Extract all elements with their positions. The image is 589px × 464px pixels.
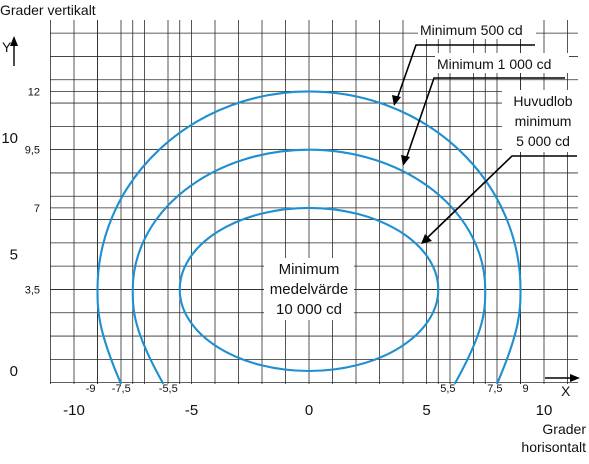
x-tick-major: -10 xyxy=(63,402,85,419)
x-tick-minor: 5,5 xyxy=(440,383,455,395)
y-tick-minor: 3,5 xyxy=(25,284,40,296)
tick-labels: 0 5 10 3,5 7 9,5 12 -10 -5 0 5 10 -9 -7,5 -5,5 5,5 7,5 9 xyxy=(1,86,552,419)
leader-min500 xyxy=(395,44,535,103)
curve-outer xyxy=(96,90,522,385)
label-huvudlob-line3: 5 000 cd xyxy=(516,133,570,149)
y-axis-arrow xyxy=(10,36,18,66)
x-tick-minor: 7,5 xyxy=(487,383,502,395)
y-tick-minor: 7 xyxy=(34,203,40,215)
label-huvudlob-line2: minimum xyxy=(515,113,572,129)
x-axis-symbol: X xyxy=(561,383,571,399)
label-minimum-1000: Minimum 1 000 cd xyxy=(437,56,551,72)
curve-middle xyxy=(131,148,487,385)
leader-huvudlob xyxy=(424,155,577,241)
x-tick-minor: -7,5 xyxy=(112,383,131,395)
y-tick-major: 0 xyxy=(10,363,18,380)
y-tick-minor: 12 xyxy=(28,86,40,98)
leader-min1000 xyxy=(404,77,565,163)
x-axis-title-line1: Grader xyxy=(542,421,586,437)
x-tick-major: 10 xyxy=(536,402,553,419)
x-tick-minor: -5,5 xyxy=(159,383,178,395)
y-tick-minor: 9,5 xyxy=(25,145,40,157)
x-tick-major: -5 xyxy=(185,402,198,419)
curve-inner xyxy=(178,206,440,372)
x-tick-minor: 9 xyxy=(523,383,529,395)
label-center-line2: medelvärde xyxy=(270,281,348,298)
y-axis-title: Grader vertikalt xyxy=(0,2,96,18)
x-axis-arrow xyxy=(545,374,580,382)
y-tick-major: 10 xyxy=(1,130,18,147)
label-minimum-500: Minimum 500 cd xyxy=(420,22,523,38)
label-center-line3: 10 000 cd xyxy=(276,301,342,318)
label-center-line1: Minimum xyxy=(279,261,340,278)
iso-candela-curves xyxy=(96,90,522,385)
y-axis-symbol: Y xyxy=(2,39,12,55)
y-tick-major: 5 xyxy=(10,247,18,264)
leader-lines xyxy=(392,44,577,244)
x-tick-major: 0 xyxy=(305,402,313,419)
x-axis-title-line2: horisontalt xyxy=(521,439,586,455)
x-tick-minor: -9 xyxy=(86,383,96,395)
label-huvudlob-line1: Huvudlob xyxy=(513,93,572,109)
x-tick-major: 5 xyxy=(422,402,430,419)
